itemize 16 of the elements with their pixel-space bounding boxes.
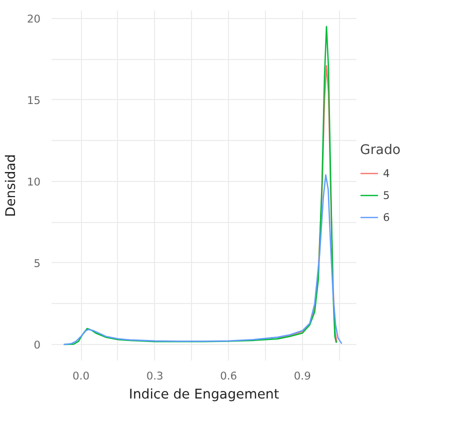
x-axis-title: Indice de Engagement — [128, 388, 280, 402]
x-tick-label: 0.9 — [294, 370, 312, 382]
x-tick-label: 0.6 — [220, 370, 238, 382]
y-tick-label: 0 — [34, 338, 41, 352]
y-tick-label: 10 — [26, 175, 41, 188]
y-tick-label: 15 — [26, 94, 41, 107]
legend-title: Grado — [360, 143, 402, 158]
line-series — [63, 174, 342, 346]
y-tick-label: 20 — [26, 12, 41, 26]
x-tick-label: 0.3 — [146, 370, 164, 382]
x-tick-label: 0.0 — [72, 370, 90, 382]
y-tick-label: 5 — [34, 256, 40, 270]
legend-label: 6 — [383, 210, 391, 224]
y-axis-title: Densidad — [4, 154, 19, 217]
legend-label: 4 — [383, 166, 391, 180]
legend-label: 5 — [383, 188, 391, 202]
